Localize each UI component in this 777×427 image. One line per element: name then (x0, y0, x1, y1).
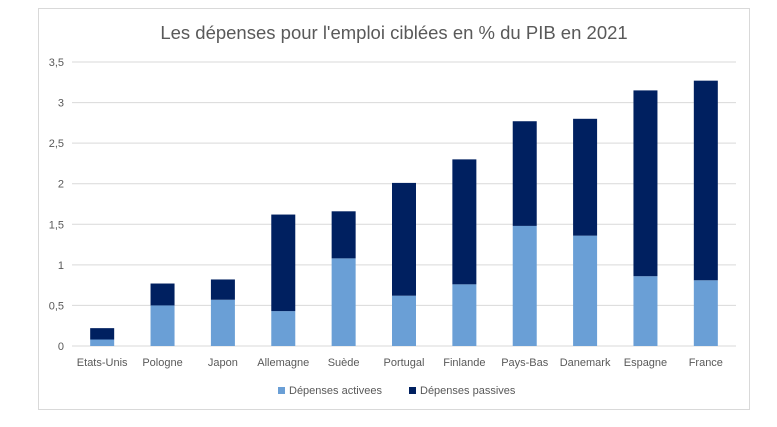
y-tick-label: 0,5 (49, 300, 64, 312)
bar-segment-passive (512, 121, 537, 226)
bar-segment-passive (573, 118, 598, 236)
bar-segment-passive (452, 159, 477, 285)
bar-segment-passive (150, 283, 175, 306)
x-tick-label: Japon (208, 357, 238, 369)
bar-segment-active (392, 295, 416, 346)
x-tick-label: Pologne (142, 357, 182, 369)
bar-segment-active (210, 299, 235, 346)
bar-segment-active (633, 276, 658, 346)
legend-swatch (278, 387, 285, 394)
x-tick-label: Suède (328, 357, 360, 369)
chart-frame (38, 8, 750, 410)
gridlines (72, 61, 736, 347)
y-tick-label: 3,5 (49, 57, 64, 69)
x-tick-label: Allemagne (257, 357, 309, 369)
y-tick-label: 3 (58, 98, 64, 110)
bar-segment-active (331, 258, 356, 346)
y-tick-label: 1 (58, 260, 64, 272)
y-tick-label: 1,5 (49, 219, 64, 231)
bar-segment-passive (392, 182, 416, 296)
x-tick-label: Pays-Bas (501, 357, 549, 369)
bar-segment-passive (271, 214, 296, 312)
legend: Dépenses activees Dépenses passives (278, 385, 516, 397)
x-tick-label: Portugal (384, 357, 425, 369)
legend-label: Dépenses passives (420, 385, 516, 397)
legend-swatch (409, 387, 416, 394)
bar-segment-active (90, 339, 115, 346)
bar-segment-passive (633, 90, 658, 277)
bar-segment-active (271, 311, 296, 346)
bar-segment-active (452, 284, 477, 346)
bar-segment-passive (693, 80, 718, 281)
x-axis: Etats-Unis Pologne Japon Allemagne Suède Port… (77, 357, 723, 369)
y-axis: 0 0,5 1 1,5 2 2,5 3 3,5 (49, 57, 64, 353)
bar-segment-active (573, 235, 598, 346)
bar-segment-active (512, 225, 537, 346)
legend-label: Dépenses activees (289, 385, 382, 397)
y-tick-label: 2,5 (49, 138, 64, 150)
x-tick-label: Danemark (560, 357, 611, 369)
bar-segment-passive (90, 328, 115, 340)
x-tick-label: Espagne (624, 357, 667, 369)
bar-segment-active (150, 305, 175, 346)
x-tick-label: Etats-Unis (77, 357, 128, 369)
y-tick-label: 2 (58, 179, 64, 191)
bar-segment-passive (331, 211, 356, 259)
bar-segment-active (693, 280, 718, 346)
x-tick-label: Finlande (443, 357, 485, 369)
chart-title: Les dépenses pour l'emploi ciblées en % … (160, 22, 627, 43)
bars (90, 80, 718, 346)
y-tick-label: 0 (58, 341, 64, 353)
x-tick-label: France (689, 357, 723, 369)
bar-segment-passive (210, 279, 235, 300)
